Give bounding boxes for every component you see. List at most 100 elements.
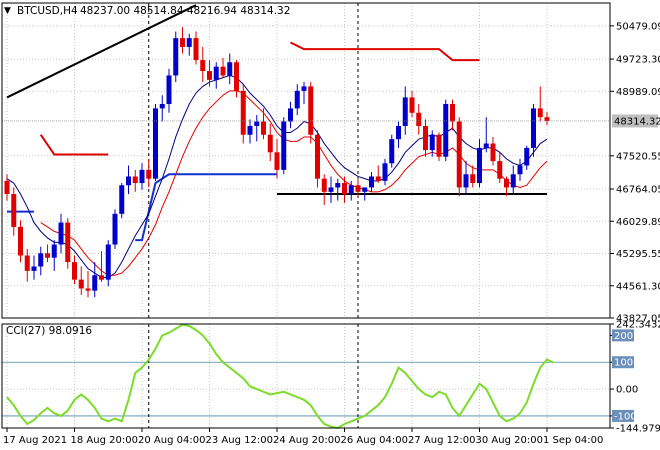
candle-body: [389, 139, 395, 164]
candle-body: [335, 183, 341, 188]
price-axis: 50479.09 49723.30 48989.09 47520.55 46764.05…: [610, 21, 660, 325]
candle-body: [227, 62, 233, 76]
candle: [443, 99, 449, 162]
price-tick-label: 50479.09: [616, 21, 660, 32]
candle-body: [504, 178, 509, 188]
candle-body: [166, 75, 172, 105]
candle-body: [537, 108, 543, 118]
candle: [65, 218, 71, 269]
candle-body: [119, 185, 125, 214]
candle: [450, 99, 455, 131]
candle-body: [31, 266, 37, 271]
trendline: [6, 4, 197, 99]
resistance-step: [39, 134, 109, 156]
candle: [24, 248, 30, 282]
cci-line: [6, 323, 555, 430]
candle-body: [159, 104, 165, 109]
current-price-tag: 48314.32: [612, 114, 660, 128]
candle-body: [470, 174, 476, 184]
candle: [362, 187, 368, 201]
candle-body: [443, 104, 449, 157]
price-tick-label: 47520.55: [616, 151, 660, 162]
candle: [78, 266, 84, 296]
candle-body: [18, 226, 23, 256]
candle-body: [65, 222, 71, 263]
candle-body: [234, 62, 239, 91]
time-tick-label: 1 Sep 04:00: [543, 435, 603, 446]
candle-body: [274, 152, 280, 170]
candle: [389, 134, 395, 168]
candle: [4, 174, 10, 201]
candle-body: [193, 38, 199, 61]
price-tick-label: 44561.30: [616, 281, 660, 292]
candle: [517, 158, 523, 181]
candle-body: [38, 253, 44, 267]
candle: [409, 90, 415, 118]
candle: [328, 176, 334, 203]
candle: [294, 84, 300, 115]
candle-body: [72, 262, 77, 280]
candle-body: [456, 121, 462, 188]
candle-body: [315, 134, 320, 179]
candle: [99, 251, 104, 282]
cci-tick-label: 0.00: [616, 385, 638, 396]
candle-body: [450, 104, 455, 122]
cci-tick-label: -144.9797: [616, 424, 660, 435]
resistance-step: [290, 41, 480, 62]
candle-body: [207, 71, 212, 80]
candle: [173, 31, 179, 83]
cci-level-badge: [612, 409, 634, 422]
candle-body: [126, 176, 131, 186]
candle: [342, 176, 347, 203]
candle: [159, 95, 165, 122]
candle: [416, 104, 422, 135]
candle-body: [85, 288, 91, 291]
time-tick-label: 24 Aug 20:00: [273, 435, 340, 446]
candle-body: [58, 222, 64, 245]
candle-body: [544, 117, 550, 121]
candle: [31, 255, 37, 280]
candle: [402, 86, 408, 135]
candle: [436, 132, 442, 162]
candle: [213, 62, 219, 89]
candle: [456, 117, 462, 197]
candle: [510, 165, 516, 195]
candle: [112, 209, 118, 249]
price-tick-label: 45295.55: [616, 249, 660, 260]
candle: [470, 165, 476, 188]
candle-body: [416, 112, 422, 126]
candle: [139, 163, 145, 190]
price-tag-value: 48314.32: [614, 116, 660, 127]
candle-body: [402, 97, 408, 126]
support-step: [135, 173, 277, 242]
candle: [51, 240, 57, 271]
chart-annotations: [6, 4, 547, 242]
cci-tick-label: 200: [614, 331, 633, 342]
cci-grid: [2, 324, 610, 428]
candle: [261, 108, 266, 140]
candle: [531, 104, 536, 157]
candle: [234, 60, 239, 98]
ohlc-values: 48237.00 48514.84 48216.94 48314.32: [80, 5, 290, 17]
candles: [2, 27, 610, 298]
candle: [11, 187, 17, 236]
cci-tick-label: 242.3432: [616, 320, 660, 331]
candle: [92, 262, 98, 298]
candle: [240, 84, 246, 144]
cci-tick-label: -100: [614, 411, 637, 422]
time-tick-label: 18 Aug 20:00: [71, 435, 138, 446]
candle-body: [463, 174, 469, 188]
candle: [382, 158, 388, 186]
time-tick-label: 17 Aug 2021: [3, 435, 67, 446]
candle: [315, 130, 320, 188]
cci-indicator: [6, 323, 555, 430]
chart-header: ▼ BTCUSD,H4 48237.00 48514.84 48216.94 4…: [4, 5, 290, 17]
candle: [119, 183, 125, 219]
price-tick-label: 48989.09: [616, 87, 660, 98]
candle-body: [328, 187, 334, 192]
candle: [301, 82, 307, 105]
price-tick-label: 46764.05: [616, 185, 660, 196]
candle: [193, 31, 199, 65]
candle: [281, 117, 287, 175]
